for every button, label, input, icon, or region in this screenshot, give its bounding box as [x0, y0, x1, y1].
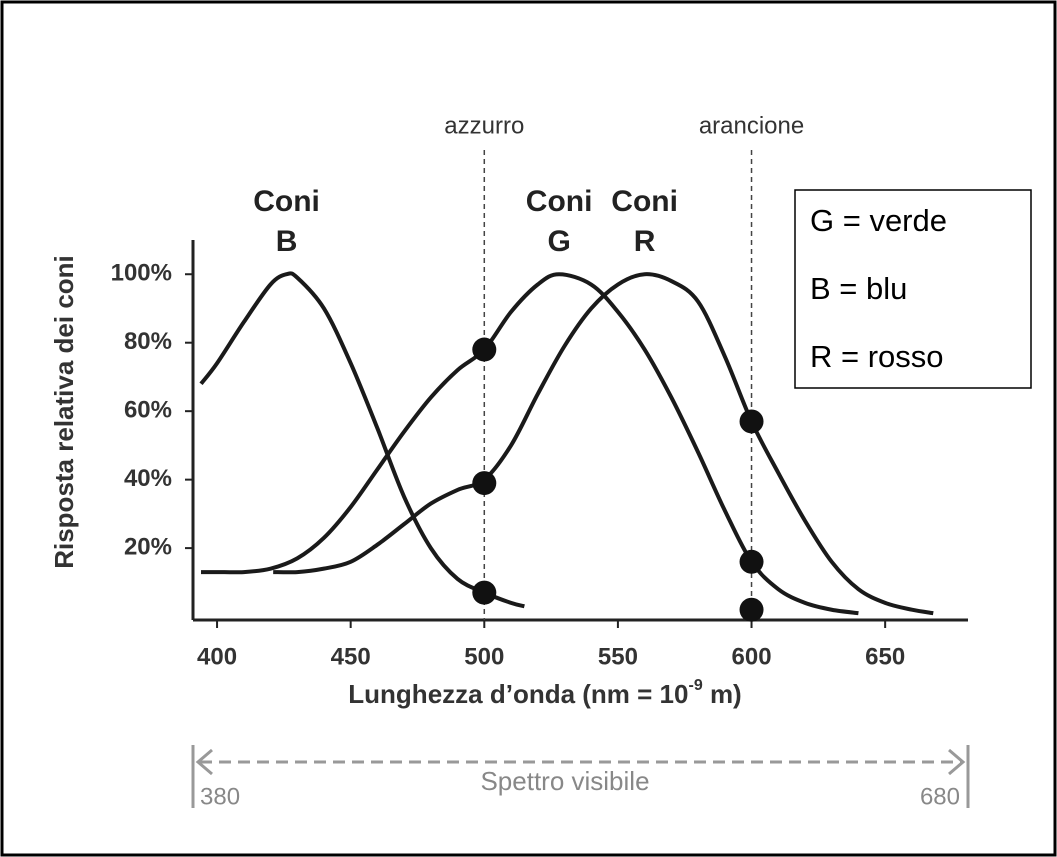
x-axis-label-text: Lunghezza d’onda (nm = 10: [348, 679, 688, 709]
series-label-box: Coni G: [525, 185, 593, 259]
x-axis-label: Lunghezza d’onda (nm = 10-9 m): [348, 677, 741, 709]
x-tick-label: 650: [865, 643, 905, 670]
legend-entry: B = blu: [810, 271, 907, 306]
y-axis-label: Risposta relativa dei coni: [49, 255, 79, 569]
x-tick-label: 400: [197, 643, 237, 670]
y-tick-label: 20%: [124, 533, 172, 560]
series-label-box: Coni B: [253, 185, 320, 259]
series-label: Coni G: [525, 185, 593, 259]
y-tick-label: 60%: [124, 397, 172, 424]
x-tick-label: 450: [331, 643, 371, 670]
point: [472, 337, 497, 362]
point: [472, 580, 497, 605]
point: [472, 471, 497, 496]
curve: [273, 272, 934, 616]
legend-entry: G = verde: [810, 203, 947, 238]
point: [739, 597, 764, 622]
x-axis-label-tail: m): [703, 679, 742, 709]
y-tick-label: 40%: [124, 465, 172, 492]
x-tick-label: 600: [732, 643, 772, 670]
x-axis-label-sup: -9: [688, 677, 702, 694]
spectrum-end: 680: [920, 783, 960, 810]
point: [739, 409, 764, 434]
series-label: Coni R: [611, 185, 678, 259]
x-tick-label: 550: [598, 643, 638, 670]
series-label-box: Coni R: [611, 185, 678, 259]
series-label: Coni B: [253, 185, 320, 259]
legend-box: [794, 189, 1032, 389]
spectrum-start: 380: [200, 783, 240, 810]
point: [739, 549, 764, 574]
x-tick-label: 500: [464, 643, 504, 670]
spectrum-arrow: [195, 748, 213, 776]
reference-label: arancione: [699, 112, 804, 139]
spectrum-arrow: [948, 748, 966, 776]
y-tick-label: 80%: [124, 328, 172, 355]
spectrum-label: Spettro visibile: [480, 766, 649, 796]
y-tick-label: 100%: [111, 260, 172, 287]
legend-entry: R = rosso: [810, 339, 944, 374]
reference-label: azzurro: [444, 112, 524, 139]
